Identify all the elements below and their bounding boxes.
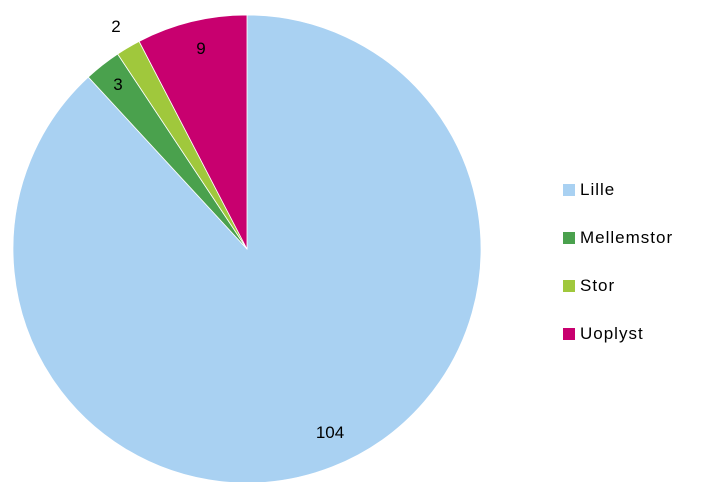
legend-item-stor: Stor — [563, 262, 673, 310]
data-label-stor: 2 — [111, 17, 120, 36]
legend-item-lille: Lille — [563, 166, 673, 214]
legend-swatch-lille — [563, 184, 575, 196]
data-label-lille: 104 — [316, 423, 344, 442]
pie-slice-uoplyst — [138, 14, 248, 250]
legend-item-uoplyst: Uoplyst — [563, 310, 673, 358]
legend-swatch-stor — [563, 280, 575, 292]
legend-swatch-mellemstor — [563, 232, 575, 244]
chart-legend: Lille Mellemstor Stor Uoplyst — [563, 166, 673, 358]
legend-item-mellemstor: Mellemstor — [563, 214, 673, 262]
legend-label-mellemstor: Mellemstor — [580, 228, 674, 247]
legend-label-stor: Stor — [580, 276, 616, 295]
legend-swatch-uoplyst — [563, 328, 575, 340]
legend-label-uoplyst: Uoplyst — [580, 324, 644, 343]
data-label-uoplyst: 9 — [196, 39, 205, 58]
data-label-mellemstor: 3 — [113, 75, 122, 94]
legend-label-lille: Lille — [580, 180, 616, 199]
